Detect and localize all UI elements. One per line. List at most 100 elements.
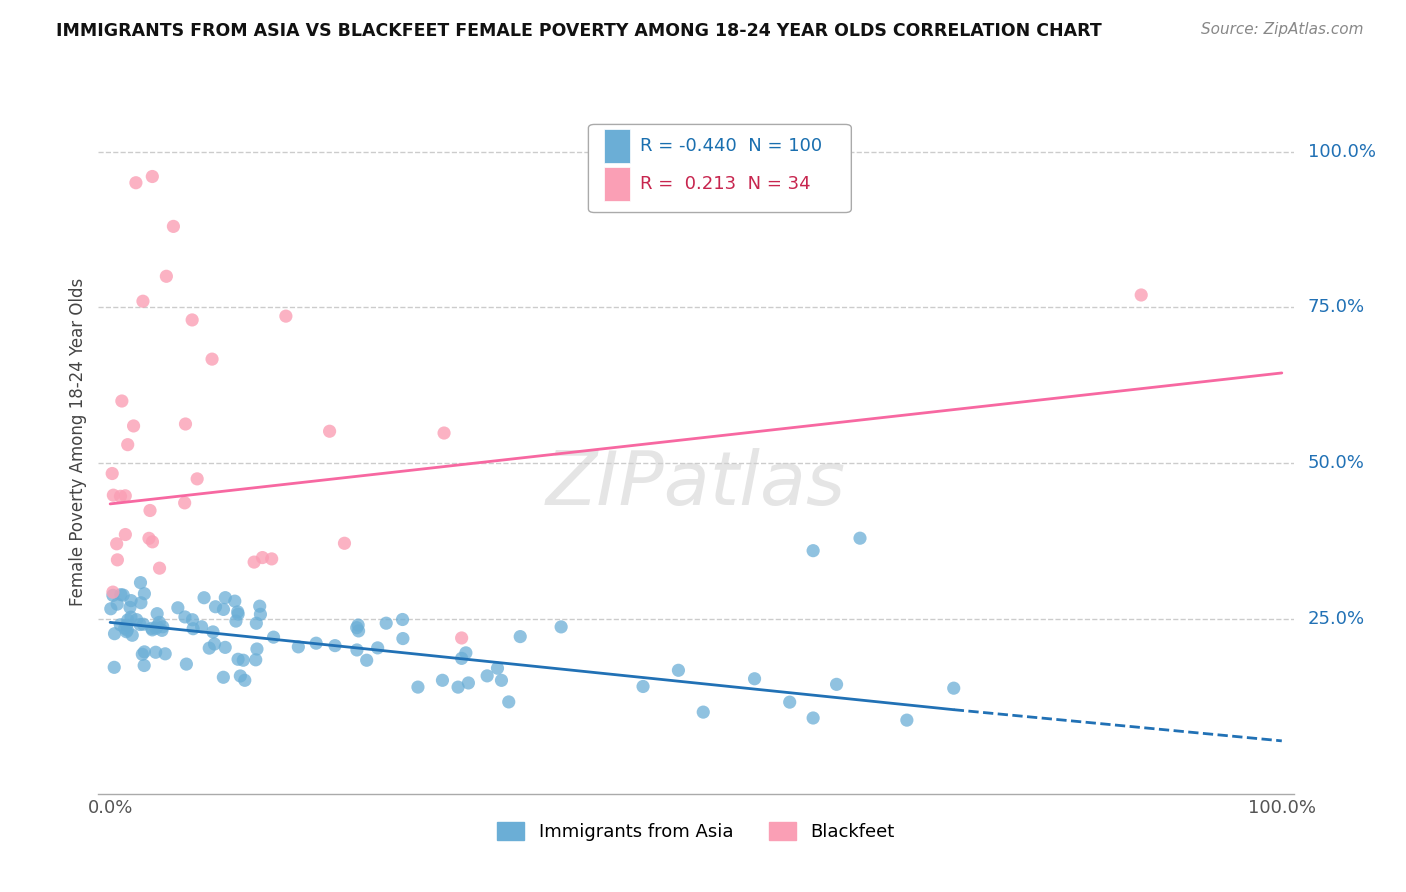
Point [305,636,328,650]
Point [226,607,249,621]
Point [162,219,184,234]
Text: R = -0.440  N = 100: R = -0.440 N = 100 [640,136,823,155]
Text: R =  0.213  N = 34: R = 0.213 N = 34 [640,175,810,193]
Text: Source: ZipAtlas.com: Source: ZipAtlas.com [1201,22,1364,37]
Point [356,653,378,667]
Point [153,647,176,661]
Point [550,620,572,634]
Point [204,637,226,651]
Point [132,617,155,632]
Point [101,585,124,599]
Point [120,593,142,607]
Point [152,620,174,634]
Point [105,553,128,567]
Point [243,555,266,569]
Legend: Immigrants from Asia, Blackfeet: Immigrants from Asia, Blackfeet [489,814,903,848]
Point [631,680,654,694]
Point [433,425,456,440]
Point [1130,288,1153,302]
Point [347,624,370,638]
Point [148,615,170,630]
Text: ZIPatlas: ZIPatlas [546,448,846,520]
Point [367,640,389,655]
Point [125,613,148,627]
Point [246,642,269,657]
Point [181,313,204,327]
Point [668,663,690,677]
Point [318,424,340,438]
Text: 100.0%: 100.0% [1308,143,1376,161]
Point [287,640,309,654]
Point [245,653,267,667]
Point [125,176,148,190]
Point [129,575,152,590]
Point [198,641,221,656]
Point [155,269,177,284]
Point [193,591,215,605]
Point [141,534,163,549]
Point [214,591,236,605]
Point [114,489,136,503]
Point [117,437,139,451]
Point [245,616,267,631]
Point [229,669,252,683]
Point [138,532,160,546]
Point [174,417,197,431]
Point [114,527,136,541]
Point [263,630,285,644]
Point [122,419,145,434]
Point [186,472,208,486]
Point [103,488,125,502]
Point [454,646,477,660]
Point [392,632,415,646]
Point [110,489,132,503]
Text: IMMIGRANTS FROM ASIA VS BLACKFEET FEMALE POVERTY AMONG 18-24 YEAR OLDS CORRELATI: IMMIGRANTS FROM ASIA VS BLACKFEET FEMALE… [56,22,1102,40]
Point [117,623,139,637]
Point [212,602,235,616]
Point [173,496,195,510]
Point [105,597,128,611]
Point [249,599,271,614]
Point [134,645,156,659]
Point [101,467,124,481]
Point [146,619,169,633]
Point [134,587,156,601]
Point [101,588,124,602]
Point [801,711,824,725]
Point [103,660,125,674]
Point [375,616,398,631]
Point [131,648,153,662]
Point [201,624,224,639]
Point [457,676,479,690]
Point [181,613,204,627]
Point [249,607,271,622]
Point [801,543,824,558]
Point [447,680,470,694]
Point [141,621,163,635]
Point [204,599,226,614]
Point [333,536,356,550]
Point [174,610,197,624]
Point [105,537,128,551]
Text: 50.0%: 50.0% [1308,454,1365,473]
Point [226,652,249,666]
Text: 25.0%: 25.0% [1308,610,1365,628]
Point [391,613,413,627]
Point [117,613,139,627]
Point [166,600,188,615]
Point [896,713,918,727]
Point [141,169,163,184]
Point [212,670,235,684]
Y-axis label: Female Poverty Among 18-24 Year Olds: Female Poverty Among 18-24 Year Olds [69,277,87,606]
Point [233,673,256,688]
FancyBboxPatch shape [589,124,852,212]
Point [114,621,136,635]
Point [148,561,170,575]
Point [849,531,872,545]
Point [214,640,236,655]
Point [129,596,152,610]
Point [100,601,122,615]
Point [450,631,472,645]
Point [346,643,368,657]
Point [181,622,204,636]
